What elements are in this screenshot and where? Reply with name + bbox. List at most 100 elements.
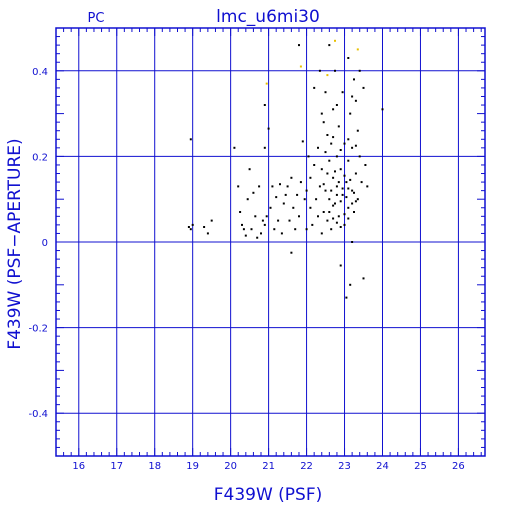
data-point <box>339 226 342 228</box>
data-point <box>284 193 287 196</box>
data-point <box>362 277 365 280</box>
data-point <box>322 121 325 124</box>
x-tick-label: 20 <box>224 461 237 472</box>
data-point <box>335 193 338 196</box>
data-point <box>267 127 270 130</box>
grid-lines <box>56 28 485 456</box>
data-point <box>288 219 291 222</box>
data-point <box>332 136 335 139</box>
x-tick-label: 22 <box>300 461 313 472</box>
data-point <box>354 99 357 102</box>
data-point <box>189 138 192 141</box>
data-point <box>328 159 331 162</box>
data-point <box>345 296 348 299</box>
data-point <box>335 104 338 106</box>
data-point <box>334 39 336 42</box>
data-point <box>277 219 280 222</box>
data-point <box>366 185 369 188</box>
data-point <box>256 236 259 239</box>
data-point <box>353 191 355 194</box>
data-point <box>315 198 318 201</box>
data-point <box>326 74 329 77</box>
data-point <box>351 202 354 205</box>
data-point <box>332 108 335 111</box>
data-point <box>309 206 312 209</box>
data-point <box>320 232 323 235</box>
data-point <box>332 204 335 207</box>
data-point <box>356 198 359 201</box>
data-point <box>356 48 359 51</box>
data-point <box>337 125 340 128</box>
data-point <box>261 219 264 222</box>
data-point <box>341 193 344 196</box>
x-tick-label: 18 <box>148 461 161 472</box>
data-point <box>351 146 354 149</box>
data-point <box>303 198 306 201</box>
data-point <box>347 138 350 141</box>
data-point <box>354 200 357 203</box>
data-point <box>330 142 333 145</box>
data-point <box>187 226 190 228</box>
data-point <box>326 219 329 222</box>
y-axis-label: F439W (PSF−APERTURE) <box>5 138 25 349</box>
x-tick-label: 24 <box>376 461 389 472</box>
data-point <box>260 232 262 235</box>
data-point <box>244 234 247 237</box>
x-tick-label: 21 <box>262 461 275 472</box>
data-point <box>322 183 325 186</box>
data-point <box>341 91 344 94</box>
data-point <box>324 91 327 94</box>
data-point <box>334 170 336 173</box>
data-point <box>305 189 308 192</box>
data-point <box>351 189 354 192</box>
data-point <box>237 185 240 188</box>
data-point <box>305 228 308 231</box>
y-tick-label: -0.2 <box>28 324 48 335</box>
x-tick-label: 25 <box>414 461 427 472</box>
y-tick-label: 0 <box>42 238 48 249</box>
data-point <box>313 164 316 166</box>
data-point <box>347 206 350 209</box>
data-point <box>311 223 314 226</box>
data-point <box>349 112 352 115</box>
data-point <box>343 142 346 145</box>
data-point <box>343 223 346 226</box>
data-point <box>248 168 251 171</box>
data-point <box>242 228 245 231</box>
data-points <box>187 39 384 299</box>
data-point <box>290 251 293 254</box>
data-point <box>298 215 300 218</box>
data-point <box>317 215 319 218</box>
data-point <box>189 228 192 231</box>
data-point <box>246 198 249 201</box>
data-point <box>320 168 323 171</box>
data-point <box>328 198 331 201</box>
x-tick-label: 23 <box>338 461 351 472</box>
data-point <box>335 221 338 224</box>
data-point <box>273 228 276 231</box>
data-point <box>294 228 297 231</box>
data-point <box>271 185 274 188</box>
y-tick-label: 0.2 <box>32 152 48 163</box>
data-point <box>299 181 302 184</box>
data-point <box>210 219 213 222</box>
data-point <box>332 217 335 220</box>
data-point <box>343 213 346 216</box>
data-point <box>318 69 321 72</box>
chart-title: lmc_u6mi30 <box>216 7 320 27</box>
data-point <box>317 146 319 149</box>
data-point <box>354 172 357 175</box>
data-point <box>337 181 340 184</box>
data-point <box>349 283 352 286</box>
data-point <box>330 228 333 231</box>
data-point <box>358 155 361 158</box>
data-point <box>358 69 361 72</box>
data-point <box>341 187 344 190</box>
data-point <box>353 78 355 81</box>
x-tick-label: 19 <box>186 461 199 472</box>
data-point <box>328 44 331 47</box>
data-point <box>254 215 257 218</box>
data-point <box>280 232 283 235</box>
